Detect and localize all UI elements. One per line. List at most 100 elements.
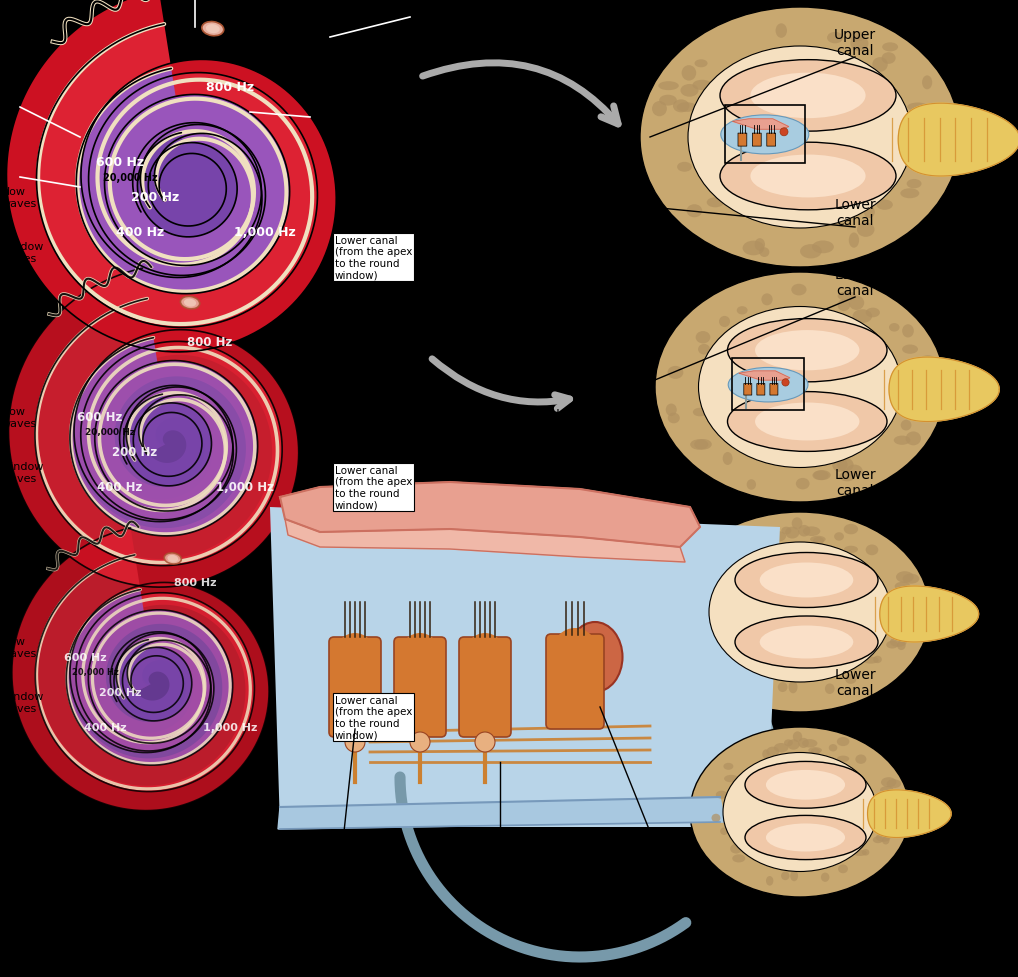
Circle shape [466,633,504,671]
Text: dow
waves: dow waves [2,637,38,658]
Polygon shape [278,797,725,829]
Ellipse shape [180,297,200,310]
Ellipse shape [785,528,799,539]
Ellipse shape [755,404,859,441]
Ellipse shape [889,323,900,332]
Ellipse shape [811,748,821,755]
Ellipse shape [872,836,884,843]
Ellipse shape [706,198,724,208]
Ellipse shape [837,738,849,746]
Polygon shape [35,299,282,566]
Polygon shape [285,520,685,563]
Ellipse shape [837,756,849,762]
Ellipse shape [849,32,865,42]
Ellipse shape [184,299,196,308]
FancyBboxPatch shape [394,637,446,738]
Text: Lower
canal: Lower canal [834,467,875,497]
Ellipse shape [796,479,809,489]
Ellipse shape [728,368,808,403]
Ellipse shape [690,440,709,450]
Ellipse shape [720,61,896,132]
Ellipse shape [894,436,910,446]
Ellipse shape [759,248,770,258]
Ellipse shape [686,205,702,218]
Text: Cochlear nerve: Cochlear nerve [449,882,551,896]
Text: 1,000 Hz: 1,000 Hz [234,227,296,239]
Text: 7,000: 7,000 [283,587,317,597]
Text: 400 Hz: 400 Hz [98,481,143,494]
Text: Lower
canal: Lower canal [834,667,875,698]
Ellipse shape [849,234,859,248]
Ellipse shape [887,780,901,788]
Ellipse shape [895,582,910,591]
Ellipse shape [925,123,939,133]
Ellipse shape [167,555,178,563]
Polygon shape [12,529,269,811]
Text: 200 Hz: 200 Hz [112,446,158,459]
Ellipse shape [694,440,712,450]
Ellipse shape [655,273,945,502]
Ellipse shape [883,43,898,53]
Ellipse shape [829,744,838,751]
FancyBboxPatch shape [546,634,604,729]
Ellipse shape [755,331,859,371]
Text: Lower
canal: Lower canal [834,197,875,228]
Ellipse shape [719,317,730,327]
Text: 20,000 Hz: 20,000 Hz [103,173,158,183]
Ellipse shape [781,871,790,880]
Circle shape [553,628,597,672]
Ellipse shape [838,292,856,301]
Text: 20,000 Hz: 20,000 Hz [71,668,118,677]
Ellipse shape [838,865,848,873]
Ellipse shape [821,872,830,882]
Ellipse shape [865,309,880,318]
Ellipse shape [732,855,745,863]
FancyBboxPatch shape [756,384,765,396]
Ellipse shape [735,616,878,668]
FancyBboxPatch shape [752,134,761,147]
Ellipse shape [567,622,622,693]
Ellipse shape [863,657,879,664]
Text: Basilar membrane: Basilar membrane [279,882,401,896]
Ellipse shape [695,615,705,624]
Ellipse shape [712,814,721,823]
Ellipse shape [825,684,835,695]
Ellipse shape [718,650,731,661]
Ellipse shape [682,66,696,81]
FancyBboxPatch shape [767,134,776,147]
Text: 800 Hz: 800 Hz [206,81,254,95]
Ellipse shape [698,307,902,468]
Ellipse shape [716,790,727,799]
Ellipse shape [872,58,888,72]
Polygon shape [66,590,233,765]
Ellipse shape [850,36,868,52]
Text: 200 Hz: 200 Hz [99,687,142,698]
Ellipse shape [922,357,937,371]
Ellipse shape [710,555,721,563]
Ellipse shape [787,740,800,750]
Ellipse shape [742,241,765,256]
Text: 600 Hz: 600 Hz [96,156,145,169]
Polygon shape [70,338,258,536]
Ellipse shape [791,284,806,296]
Ellipse shape [206,25,220,34]
Ellipse shape [873,656,882,663]
Ellipse shape [730,844,742,854]
Polygon shape [739,371,790,381]
Ellipse shape [846,465,862,478]
Text: 600 Hz: 600 Hz [64,653,106,662]
Ellipse shape [902,325,914,338]
Ellipse shape [906,432,921,446]
Text: 400 Hz: 400 Hz [116,227,164,239]
Text: 800 Hz: 800 Hz [174,577,216,587]
Text: 400 Hz: 400 Hz [83,722,126,732]
FancyBboxPatch shape [459,637,511,738]
Polygon shape [280,483,700,547]
Ellipse shape [813,471,831,481]
Ellipse shape [202,22,224,37]
Circle shape [410,732,430,752]
Ellipse shape [755,539,764,550]
Text: window
waves: window waves [2,692,45,713]
Ellipse shape [705,630,715,639]
Ellipse shape [668,366,683,379]
